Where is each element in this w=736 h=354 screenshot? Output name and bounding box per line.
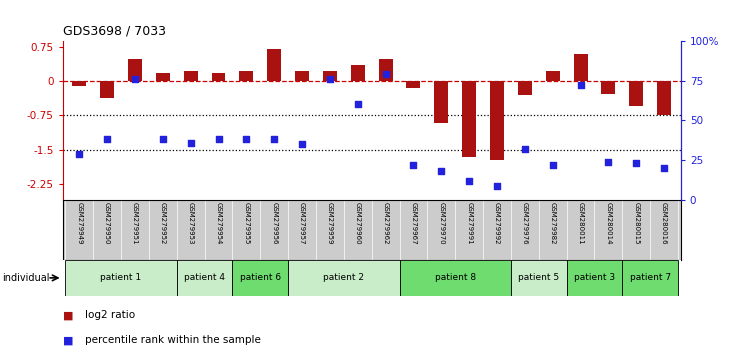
Bar xyxy=(72,81,86,86)
Bar xyxy=(100,81,114,98)
Text: log2 ratio: log2 ratio xyxy=(85,310,135,320)
Text: GSM279950: GSM279950 xyxy=(104,202,110,245)
Bar xyxy=(184,71,198,81)
Bar xyxy=(629,81,643,106)
Text: patient 7: patient 7 xyxy=(629,273,670,282)
Point xyxy=(658,165,670,171)
Bar xyxy=(66,260,177,296)
Text: patient 8: patient 8 xyxy=(435,273,475,282)
Bar xyxy=(518,81,532,95)
Bar xyxy=(156,73,170,81)
Bar xyxy=(177,260,233,296)
Text: patient 1: patient 1 xyxy=(101,273,141,282)
Text: GSM279955: GSM279955 xyxy=(244,202,250,245)
Bar xyxy=(511,260,567,296)
Bar xyxy=(378,59,392,81)
Point xyxy=(129,76,141,82)
Point xyxy=(102,137,113,142)
Point xyxy=(380,72,392,77)
Bar xyxy=(490,81,504,160)
Bar xyxy=(267,49,281,81)
Bar xyxy=(406,81,420,88)
Text: GSM280011: GSM280011 xyxy=(578,202,584,245)
Bar xyxy=(623,260,678,296)
Point xyxy=(408,162,420,168)
Bar xyxy=(573,55,587,81)
Text: GSM279960: GSM279960 xyxy=(355,202,361,245)
Point xyxy=(491,183,503,188)
Bar xyxy=(567,260,623,296)
Text: GSM279970: GSM279970 xyxy=(439,202,445,245)
Text: patient 2: patient 2 xyxy=(323,273,364,282)
Bar xyxy=(288,260,400,296)
Point xyxy=(74,151,85,156)
Point xyxy=(352,102,364,107)
Text: GSM279967: GSM279967 xyxy=(411,202,417,245)
Bar xyxy=(233,260,288,296)
Bar xyxy=(128,59,142,81)
Point xyxy=(630,160,642,166)
Text: GSM279953: GSM279953 xyxy=(188,202,194,245)
Point xyxy=(547,162,559,168)
Text: GSM279992: GSM279992 xyxy=(494,202,500,245)
Bar xyxy=(295,71,309,81)
Text: patient 6: patient 6 xyxy=(240,273,281,282)
Text: GSM279976: GSM279976 xyxy=(522,202,528,245)
Point xyxy=(296,141,308,147)
Text: percentile rank within the sample: percentile rank within the sample xyxy=(85,335,261,345)
Bar xyxy=(400,260,511,296)
Bar xyxy=(323,71,337,81)
Point xyxy=(241,137,252,142)
Point xyxy=(324,76,336,82)
Text: individual: individual xyxy=(2,273,50,283)
Point xyxy=(463,178,475,184)
Point xyxy=(185,140,197,145)
Text: GSM279954: GSM279954 xyxy=(216,202,222,245)
Bar xyxy=(601,81,615,94)
Text: GSM280014: GSM280014 xyxy=(606,202,612,245)
Point xyxy=(269,137,280,142)
Text: GSM279991: GSM279991 xyxy=(466,202,473,245)
Text: patient 4: patient 4 xyxy=(184,273,225,282)
Text: patient 5: patient 5 xyxy=(518,273,559,282)
Bar xyxy=(462,81,476,156)
Text: ■: ■ xyxy=(63,310,73,320)
Text: GSM279957: GSM279957 xyxy=(299,202,305,245)
Point xyxy=(436,169,447,174)
Bar xyxy=(545,71,559,81)
Point xyxy=(213,137,224,142)
Bar xyxy=(211,73,225,81)
Bar xyxy=(351,65,365,81)
Bar xyxy=(657,81,671,115)
Text: GSM279962: GSM279962 xyxy=(383,202,389,245)
Text: GSM280016: GSM280016 xyxy=(661,202,667,245)
Text: GDS3698 / 7033: GDS3698 / 7033 xyxy=(63,24,166,37)
Bar xyxy=(239,71,253,81)
Text: GSM279952: GSM279952 xyxy=(160,202,166,245)
Text: patient 3: patient 3 xyxy=(574,273,615,282)
Text: ■: ■ xyxy=(63,335,73,345)
Point xyxy=(603,159,615,165)
Bar xyxy=(434,81,448,123)
Text: GSM279949: GSM279949 xyxy=(77,202,82,245)
Point xyxy=(157,137,169,142)
Point xyxy=(519,146,531,152)
Text: GSM279959: GSM279959 xyxy=(327,202,333,245)
Text: GSM279982: GSM279982 xyxy=(550,202,556,245)
Point xyxy=(575,82,587,88)
Text: GSM279956: GSM279956 xyxy=(271,202,277,245)
Text: GSM279951: GSM279951 xyxy=(132,202,138,245)
Text: GSM280015: GSM280015 xyxy=(633,202,640,245)
